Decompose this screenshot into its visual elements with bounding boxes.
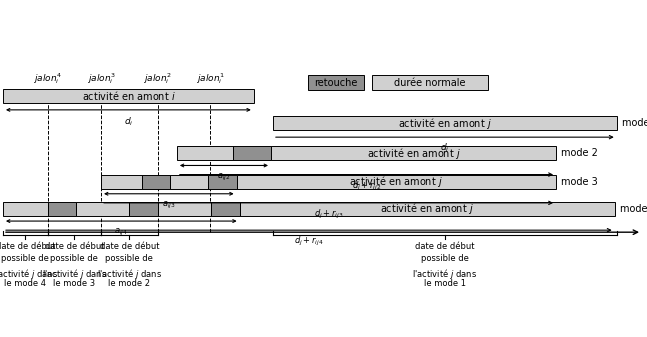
Text: $jalon_i^4$: $jalon_i^4$	[33, 71, 62, 86]
Bar	[76, 202, 129, 216]
Text: possible de: possible de	[50, 254, 98, 264]
Text: $jalon_i^1$: $jalon_i^1$	[196, 71, 225, 86]
Text: le mode 4: le mode 4	[5, 279, 47, 288]
Text: mode 1: mode 1	[622, 118, 647, 128]
Text: $d_i$: $d_i$	[124, 116, 133, 128]
Text: mode 2: mode 2	[561, 148, 598, 158]
Text: $d_j$: $d_j$	[440, 142, 450, 155]
Bar	[273, 116, 617, 130]
Text: le mode 1: le mode 1	[424, 279, 466, 288]
Bar	[158, 202, 212, 216]
Bar	[3, 202, 47, 216]
Text: $a_{ij3}$: $a_{ij3}$	[162, 200, 176, 211]
Bar	[142, 175, 170, 189]
Bar	[129, 202, 158, 216]
Bar	[170, 175, 208, 189]
Text: $d_j +r_{ij3}$: $d_j +r_{ij3}$	[314, 208, 344, 221]
Text: l'activité $j$ dans: l'activité $j$ dans	[412, 267, 477, 281]
Text: activité en amont $j$: activité en amont $j$	[380, 202, 474, 216]
Text: $jalon_i^3$: $jalon_i^3$	[87, 71, 115, 86]
Text: possible de: possible de	[1, 254, 49, 264]
Text: date de début: date de début	[415, 242, 474, 251]
Bar	[239, 202, 615, 216]
Text: retouche: retouche	[314, 78, 358, 88]
Text: $a_{ij2}$: $a_{ij2}$	[217, 172, 231, 183]
Bar	[177, 146, 232, 160]
Text: date de début: date de début	[45, 242, 104, 251]
Text: le mode 2: le mode 2	[109, 279, 150, 288]
Text: l'activité $j$ dans: l'activité $j$ dans	[0, 267, 58, 281]
Text: possible de: possible de	[421, 254, 468, 264]
Text: activité en amont $j$: activité en amont $j$	[398, 116, 492, 130]
Text: durée normale: durée normale	[395, 78, 466, 88]
Bar	[372, 75, 488, 90]
Text: le mode 3: le mode 3	[53, 279, 95, 288]
Text: date de début: date de début	[100, 242, 159, 251]
Text: activité en amont $i$: activité en amont $i$	[82, 89, 175, 102]
Text: mode 3: mode 3	[561, 177, 598, 187]
Bar	[47, 202, 76, 216]
Text: $jalon_i^2$: $jalon_i^2$	[144, 71, 172, 86]
Bar	[232, 146, 271, 160]
Text: mode 4: mode 4	[620, 204, 647, 214]
Text: l'activité $j$ dans: l'activité $j$ dans	[42, 267, 107, 281]
Bar	[309, 75, 364, 90]
Bar	[3, 89, 254, 103]
Bar	[271, 146, 556, 160]
Text: l'activité $j$ dans: l'activité $j$ dans	[97, 267, 162, 281]
Bar	[212, 202, 239, 216]
Text: possible de: possible de	[105, 254, 153, 264]
Text: $a_{ij4}$: $a_{ij4}$	[115, 227, 128, 238]
Text: activité en amont $j$: activité en amont $j$	[349, 174, 443, 189]
Bar	[208, 175, 237, 189]
Bar	[237, 175, 556, 189]
Text: date de début: date de début	[0, 242, 55, 251]
Text: activité en amont $j$: activité en amont $j$	[367, 146, 461, 161]
Text: $d_j +r_{ij4}$: $d_j +r_{ij4}$	[294, 235, 324, 248]
Bar	[101, 175, 142, 189]
Text: $d_j +r_{ij2}$: $d_j +r_{ij2}$	[352, 180, 381, 193]
